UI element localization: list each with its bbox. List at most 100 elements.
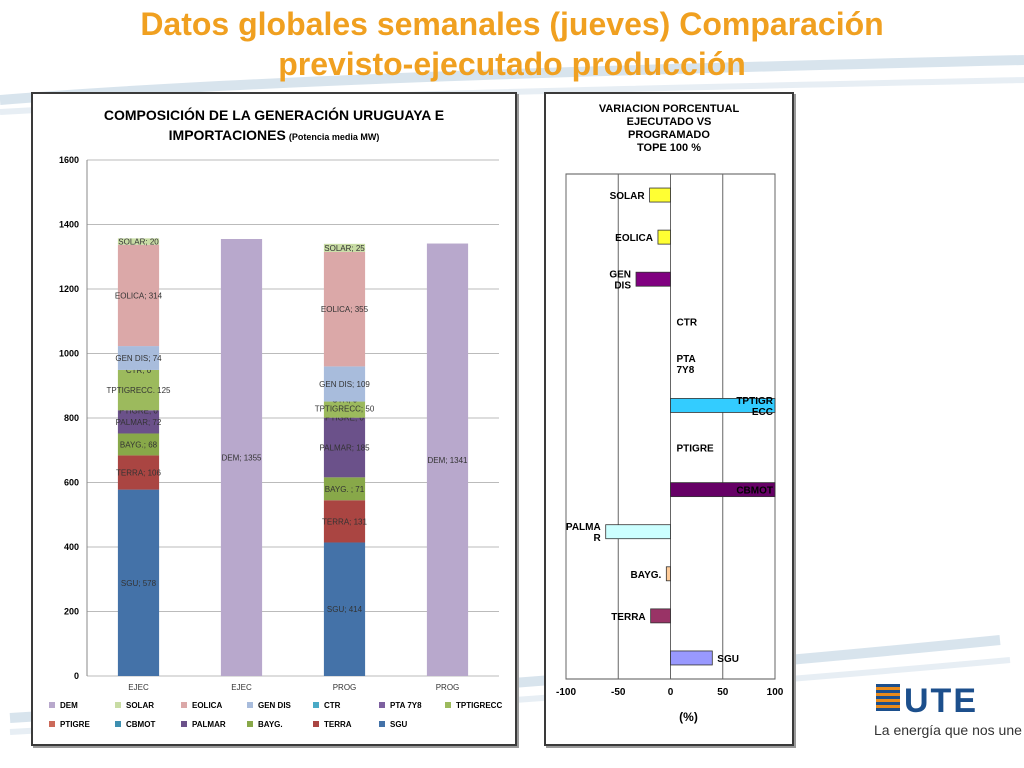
legend-swatch [379,702,385,708]
x-tick-label: EJEC [128,683,149,692]
legend-swatch [445,702,451,708]
bar-segment [220,239,263,676]
data-label: PTIGRE; 0 [119,406,158,415]
tagline: La energía que nos une [874,722,1022,738]
data-label: DEM; 1341 [427,456,468,465]
category-label: BAYG. [631,570,662,581]
data-label: GEN DIS; 109 [319,380,370,389]
variance-title-line: PROGRAMADO [628,129,710,141]
y-tick-label: 800 [64,413,79,423]
variance-bar [665,566,671,582]
x-axis-label: (%) [679,710,698,724]
x-tick-label: PROG [436,683,460,692]
data-label: BAYG.; 68 [120,440,158,449]
legend-swatch [115,702,121,708]
variance-bar [649,187,671,203]
data-label: PALMAR; 185 [319,444,370,453]
stacked-bar-chart: COMPOSICIÓN DE LA GENERACIÓN URUGUAYA E I… [49,106,502,729]
legend-label: TPTIGRECC [456,701,502,710]
variance-bar [657,229,671,245]
x-tick-label: 50 [717,687,729,698]
x-tick-label: EJEC [231,683,252,692]
legend-label: SGU [390,720,408,729]
category-label: DIS [614,281,631,292]
category-label: 7Y8 [677,365,695,376]
ute-logo-text: UTE [904,682,978,720]
x-tick-label: 100 [767,687,784,698]
category-label: PTA [677,354,696,365]
legend-label: EOLICA [192,701,222,710]
data-label: SGU; 414 [327,605,363,614]
category-label: EOLICA [615,233,653,244]
category-label: CTR [677,317,698,328]
category-label: SOLAR [610,191,646,202]
variance-bar [670,482,776,498]
data-label: TPTIGRECC. 125 [106,386,171,395]
legend-label: BAYG. [258,720,283,729]
legend-swatch [313,702,319,708]
y-tick-label: 1200 [59,284,79,294]
legend-label: CBMOT [126,720,155,729]
ute-logo: UTE [876,682,978,720]
y-tick-label: 1600 [59,155,79,165]
variance-bar [670,398,776,413]
y-tick-label: 200 [64,607,79,617]
bar-segment [323,500,366,543]
legend-swatch [313,721,319,727]
data-label: SGU; 578 [121,579,157,588]
x-tick-label: 0 [668,687,674,698]
bar-segment [117,369,160,411]
legend-swatch [181,721,187,727]
data-label: TPTIGRECC; 50 [315,405,375,414]
variance-bar-chart-panel: VARIACION PORCENTUAL EJECUTADO VS PROGRAMA… [544,92,794,746]
x-tick-label: -100 [556,687,576,698]
category-label: TERRA [611,612,645,623]
slide-title-line-2: previsto-ejecutado producción [278,46,746,82]
chart-title-line-1: COMPOSICIÓN DE LA GENERACIÓN URUGUAYA E [104,106,444,123]
legend-swatch [247,702,253,708]
slide-title-line-1: Datos globales semanales (jueves) Compar… [140,6,884,42]
bar-segment [117,410,160,434]
legend-swatch [181,702,187,708]
data-label: DEM; 1355 [221,454,262,463]
variance-bar [605,524,671,540]
data-label: PTIGRE; 0 [325,414,364,423]
legend-swatch [49,721,55,727]
bar-segment [426,243,469,676]
y-tick-label: 0 [74,671,79,681]
variance-bar [650,608,671,624]
data-label: SOLAR; 25 [324,244,365,253]
data-label: CTR; 0 [126,366,152,375]
legend-swatch [379,721,385,727]
variance-title-line: EJECUTADO VS [627,116,712,128]
bar-segment [323,477,366,501]
legend-label: PTA 7Y8 [390,701,422,710]
bar-segment [117,244,160,347]
legend-label: DEM [60,701,78,710]
data-label: GEN DIS; 74 [115,354,162,363]
bar-segment [323,417,366,478]
legend-label: CTR [324,701,341,710]
variance-title-line: VARIACION PORCENTUAL [599,103,740,115]
variance-bar [635,271,671,287]
category-label: PTIGRE [677,444,715,455]
chart-title-sub: (Potencia media MW) [289,132,380,142]
bar-segment [323,243,366,252]
data-label: SOLAR; 20 [118,238,159,247]
slide-title: Datos globales semanales (jueves) Compar… [0,4,1024,84]
legend-label: TERRA [324,720,352,729]
data-label: BAYG. ; 71 [325,485,365,494]
data-label: EOLICA; 314 [115,291,163,300]
category-label: ECC [752,407,773,418]
category-label: R [593,533,601,544]
bar-segment [117,433,160,456]
y-tick-label: 400 [64,542,79,552]
y-tick-label: 1400 [59,220,79,230]
data-label: TERRA; 131 [322,517,367,526]
bar-segment [323,366,366,402]
bar-segment [117,489,160,676]
data-label: EOLICA; 355 [321,305,369,314]
legend-swatch [115,721,121,727]
legend-label: PTIGRE [60,720,90,729]
